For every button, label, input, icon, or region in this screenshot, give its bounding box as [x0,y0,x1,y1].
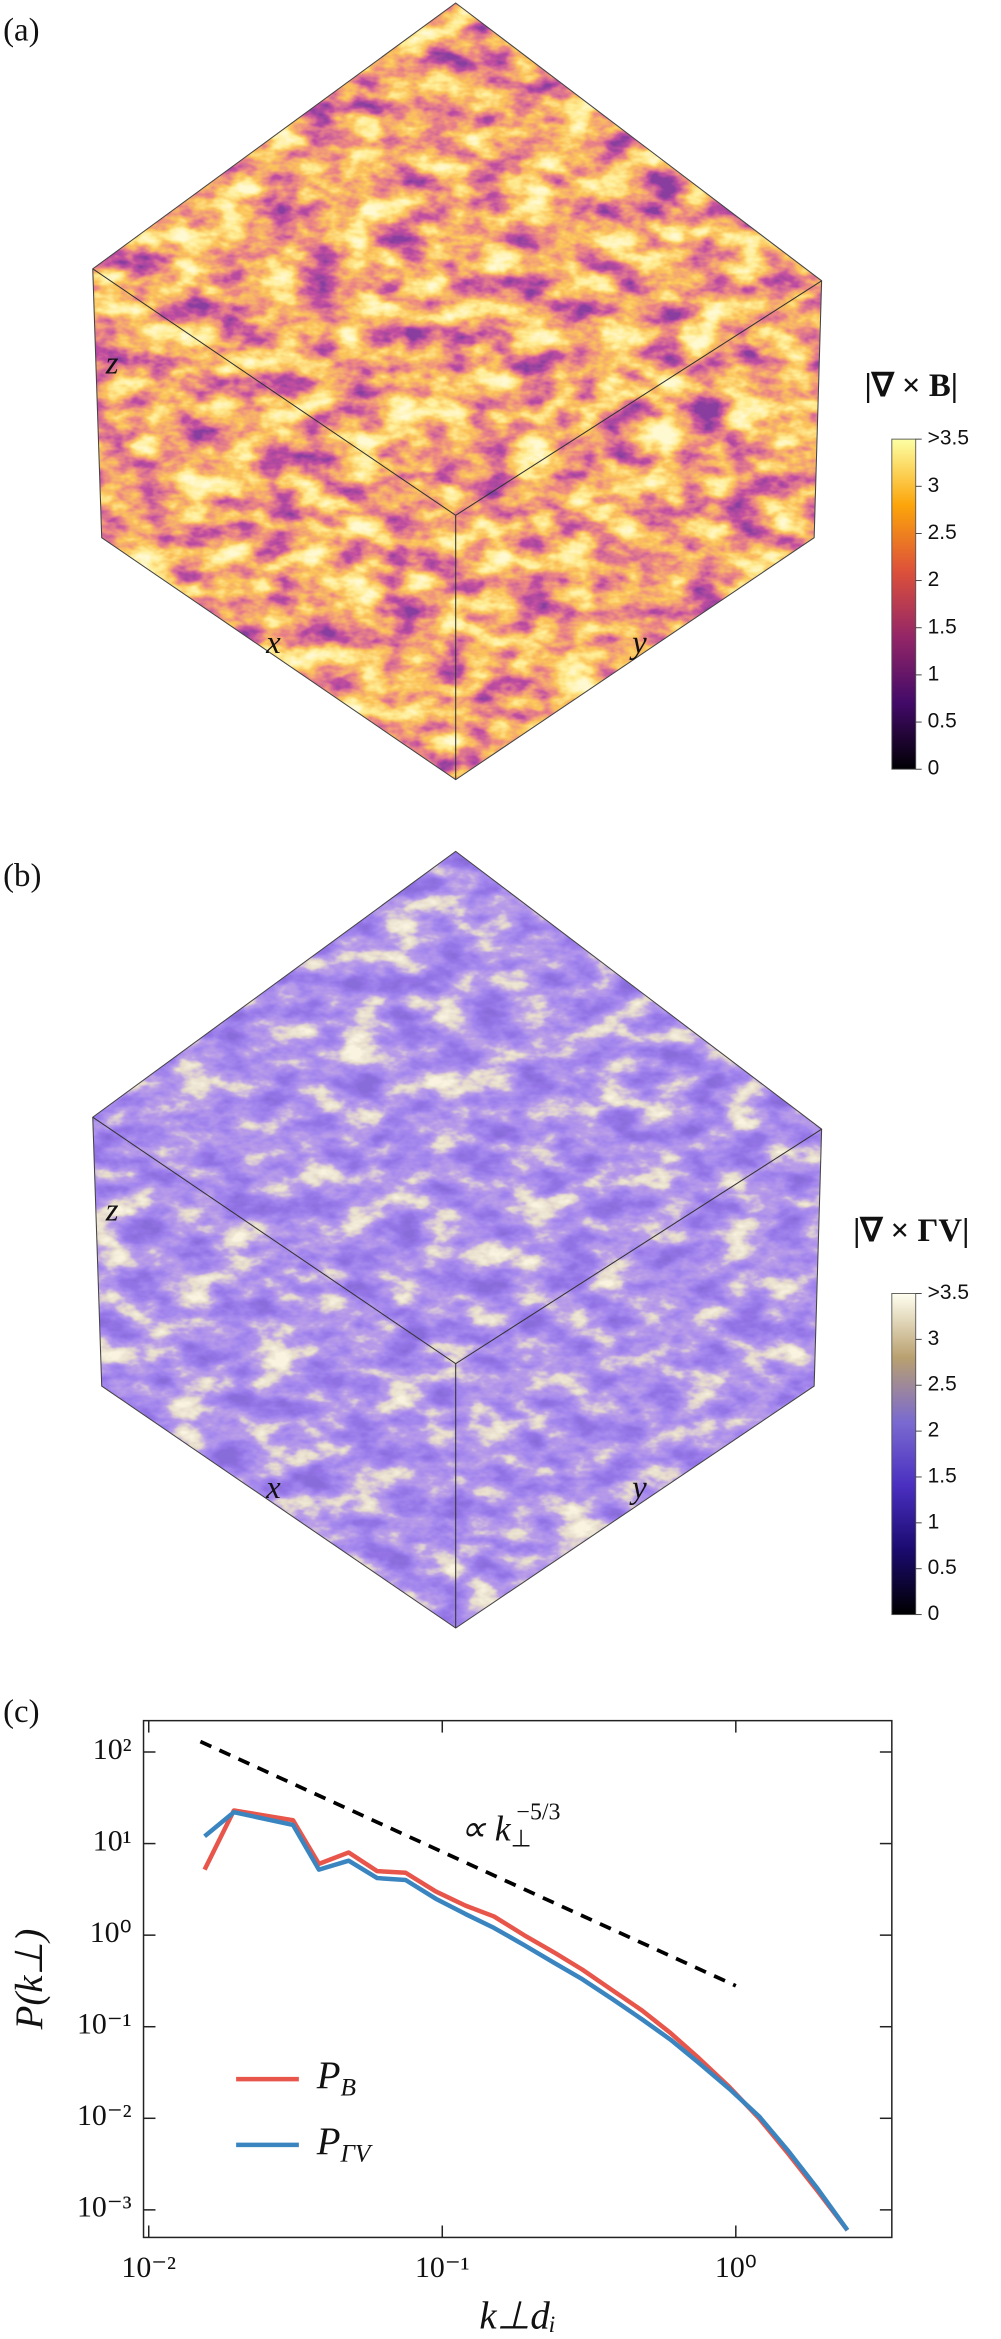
colorbar-tick-label: 2.5 [928,521,957,544]
axis-label: x [265,625,281,661]
colorbar-title: |∇ × B| [865,368,958,404]
x-axis-label: k⊥dᵢ [479,2294,556,2337]
annotation-text: ∝ k [460,1809,512,1849]
colorbar-tick-label: 1.5 [928,615,957,638]
y-tick-label: 10² [93,1733,132,1766]
y-tick-label: 10¹ [93,1824,132,1857]
colorbar [891,1293,917,1616]
colorbar-tick-label: 2 [928,568,940,591]
colorbar-tick-label: 2 [928,1419,940,1442]
series-line [203,1809,850,2232]
x-tick-label: 10⁻² [121,2251,176,2284]
colorbar-tick-label: 1.5 [928,1465,957,1488]
legend-label: PB [316,2054,356,2101]
colorbar-tick-label: 1 [928,662,940,685]
y-tick-label: 10⁰ [90,1916,132,1949]
y-tick-label: 10⁻³ [77,2191,132,2224]
panel-label: (a) [3,12,39,48]
panel-label: (c) [3,1694,39,1730]
axis-label: z [105,1192,119,1228]
axis-label: z [105,345,119,381]
x-tick-label: 10⁻¹ [415,2251,470,2284]
axis-label: x [265,1470,281,1506]
colorbar-tick-label: 1 [928,1510,940,1533]
colorbar-tick-label: 0.5 [928,710,957,733]
y-axis-label: P(k⊥) [8,1929,51,2031]
axis-label: y [629,1470,647,1506]
colorbar-tick-label: 2.5 [928,1373,957,1396]
annotation-sup: −5/3 [517,1800,561,1826]
colorbar-tick-label: 3 [928,1327,940,1350]
colorbar-tick-label: 0 [928,1602,940,1625]
panel-label: (b) [3,858,41,894]
legend-subscript: B [341,2073,357,2101]
legend-name: P [316,2120,341,2163]
y-tick-label: 10⁻¹ [77,2008,132,2041]
y-tick-label: 10⁻² [77,2099,132,2132]
series-line [202,1808,850,2232]
colorbar [891,438,917,770]
colorbar-tick-label: 0.5 [928,1556,957,1579]
annotation-sub: ⊥ [511,1827,532,1853]
legend-name: P [316,2054,341,2097]
colorbar-title: |∇ × ΓV| [853,1213,969,1249]
legend-subscript: ΓV [340,2139,373,2167]
x-tick-label: 10⁰ [715,2251,757,2284]
colorbar-tick-label: >3.5 [928,1281,969,1304]
reference-line [199,1739,737,1988]
annotation: ∝ k⊥−5/3 [460,1800,560,1853]
axis-label: y [629,625,647,661]
colorbar-tick-label: 0 [928,757,940,780]
colorbar-tick-label: >3.5 [928,427,969,450]
cube-b [92,850,823,1629]
legend-label: PΓV [316,2120,373,2167]
plot-frame [142,1719,893,2239]
cube-a [92,2,823,781]
colorbar-tick-label: 3 [928,474,940,497]
